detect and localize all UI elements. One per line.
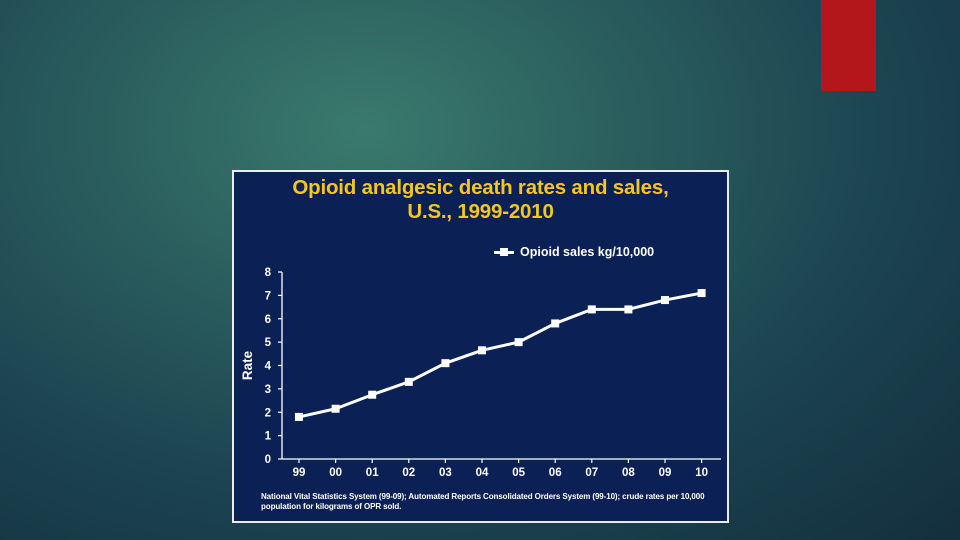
chart-title: Opioid analgesic death rates and sales, … bbox=[234, 176, 727, 224]
chart-legend: Opioid sales kg/10,000 bbox=[494, 244, 654, 260]
y-tick-label: 3 bbox=[265, 384, 271, 396]
x-tick-label: 02 bbox=[402, 467, 415, 479]
x-tick-label: 99 bbox=[293, 467, 306, 479]
accent-bar bbox=[821, 0, 876, 91]
x-tick-label: 08 bbox=[622, 467, 635, 479]
chart-title-line-1: Opioid analgesic death rates and sales, bbox=[292, 176, 669, 199]
x-tick-label: 03 bbox=[439, 467, 452, 479]
x-tick-label: 10 bbox=[695, 467, 708, 479]
x-tick-label: 09 bbox=[659, 467, 672, 479]
data-point bbox=[295, 412, 303, 421]
y-tick-label: 5 bbox=[265, 337, 272, 349]
chart-footnote: National Vital Statistics System (99-09)… bbox=[261, 492, 705, 511]
x-tick-label: 06 bbox=[549, 467, 562, 479]
y-tick-label: 1 bbox=[265, 431, 272, 443]
x-tick-label: 05 bbox=[512, 467, 525, 479]
data-point bbox=[404, 377, 413, 386]
data-point bbox=[368, 390, 377, 399]
data-point bbox=[697, 289, 706, 298]
x-tick-label: 01 bbox=[366, 467, 379, 479]
series-line bbox=[298, 291, 702, 419]
y-tick-label: 4 bbox=[265, 361, 272, 373]
y-tick-label: 2 bbox=[265, 407, 271, 419]
y-tick-label: 8 bbox=[265, 267, 272, 279]
y-tick-label: 0 bbox=[265, 454, 271, 466]
legend-line-marker-icon bbox=[494, 246, 514, 258]
data-point bbox=[587, 305, 596, 314]
legend-label: Opioid sales kg/10,000 bbox=[520, 245, 655, 259]
chart-title-line-2: U.S., 1999-2010 bbox=[407, 200, 554, 223]
data-point bbox=[478, 346, 486, 355]
data-point bbox=[551, 319, 560, 328]
chart-image: Opioid analgesic death rates and sales, … bbox=[232, 170, 729, 523]
data-point bbox=[331, 404, 340, 413]
data-point bbox=[441, 359, 450, 368]
x-tick-label: 04 bbox=[476, 467, 489, 479]
data-point bbox=[514, 338, 523, 347]
data-point bbox=[661, 296, 669, 305]
x-tick-label: 00 bbox=[329, 467, 342, 479]
y-tick-label: 7 bbox=[265, 290, 271, 302]
data-point bbox=[624, 305, 633, 314]
y-axis-label: Rate bbox=[240, 350, 255, 380]
x-tick-label: 07 bbox=[585, 467, 598, 479]
y-tick-label: 6 bbox=[265, 314, 271, 326]
